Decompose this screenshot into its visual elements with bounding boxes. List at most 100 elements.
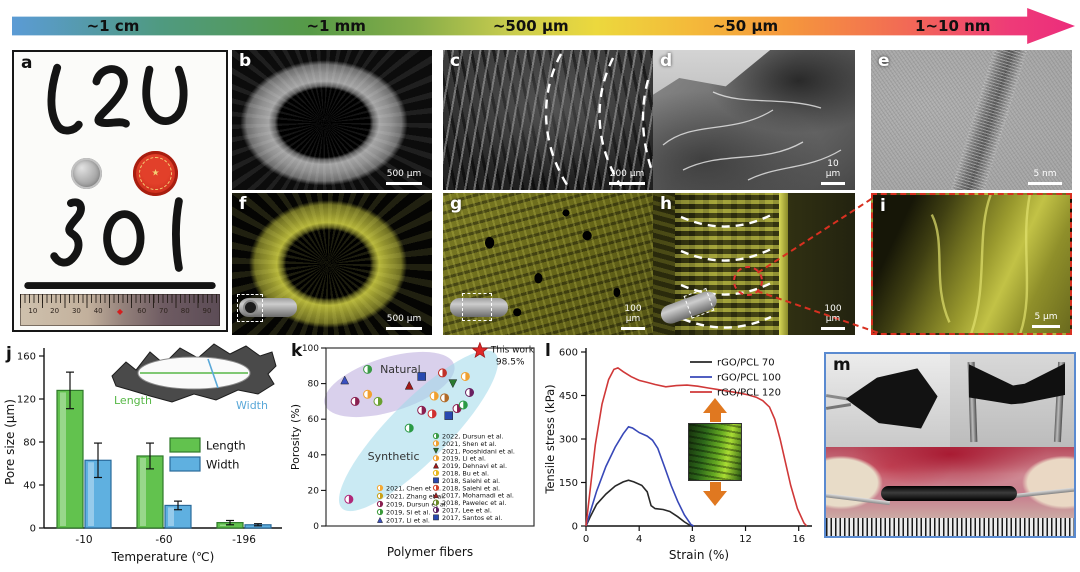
svg-text:2017, Santos et al.: 2017, Santos et al. [442, 514, 502, 522]
pore-size-bar-chart: 0 40 80 120 160 -10 -60 -196 Temperature (℃) Pore… [3, 343, 282, 564]
seal-ring [139, 157, 172, 190]
arrow-up-icon [703, 398, 727, 413]
ruler-number: 90 [202, 307, 212, 315]
panel-l-label: l [545, 341, 551, 361]
svg-text:16: 16 [792, 534, 805, 545]
ruler-number: 70 [159, 307, 168, 315]
tube-opening [243, 300, 258, 315]
svg-text:Length: Length [206, 439, 246, 453]
black-cone-membrane [845, 368, 938, 429]
scale-bar-b: 500 μm [386, 169, 422, 185]
panel-b-label: b [239, 51, 252, 71]
lattice-band [944, 50, 1031, 190]
svg-text:0: 0 [583, 534, 589, 545]
svg-text:rGO/PCL 70: rGO/PCL 70 [717, 358, 775, 369]
panel-a-photo: a ★ 10 20 30 40 ◆ 60 70 80 90 [12, 50, 228, 332]
svg-text:450: 450 [559, 391, 578, 402]
arrow-down-icon [703, 491, 727, 506]
dashed-ridge-lines [544, 53, 653, 189]
scale-label-1cm: ~1 cm [86, 17, 140, 35]
svg-text:12: 12 [739, 534, 752, 545]
scale-bar-i: 5 μm [1032, 312, 1060, 328]
svg-text:80: 80 [23, 438, 36, 449]
svg-text:Polymer fibers: Polymer fibers [387, 545, 473, 559]
tweezers-arm [826, 403, 851, 410]
scale-bar-c: 200 μm [609, 169, 645, 185]
fiber-ring-texture [232, 50, 432, 190]
tube-cylinder [450, 298, 508, 317]
svg-text:0: 0 [572, 522, 578, 533]
scale-label-500um: ~500 μm [492, 17, 569, 35]
scale-bar-d: 10 μm [821, 159, 845, 185]
length-scale-arrow: ~1 cm ~1 mm ~500 μm ~50 μm 1~10 nm [12, 8, 1075, 44]
svg-text:100: 100 [302, 344, 319, 354]
svg-text:2019, Si et al.: 2019, Si et al. [386, 509, 430, 517]
arrow-up-stem [709, 413, 721, 422]
svg-text:2017, Lee et al.: 2017, Lee et al. [442, 507, 492, 515]
svg-text:Tensile stress (kPa): Tensile stress (kPa) [543, 384, 557, 494]
svg-text:Width: Width [206, 458, 239, 472]
sheet-ridges [930, 195, 1032, 333]
panel-i-label: i [880, 196, 886, 216]
panel-a-label: a [21, 53, 33, 73]
svg-text:40: 40 [308, 451, 320, 461]
svg-text:Temperature (℃): Temperature (℃) [111, 550, 215, 564]
svg-text:40: 40 [23, 481, 36, 492]
svg-text:20: 20 [308, 486, 320, 496]
svg-text:300: 300 [559, 435, 578, 446]
svg-text:0: 0 [313, 522, 319, 532]
tensile-stress-line-chart: 0 150 300 450 600 0 4 8 12 16 rGO/PCL 70 rGO/PCL 10… [543, 348, 812, 562]
svg-text:Strain (%): Strain (%) [669, 548, 729, 562]
panel-h-sem-inner-wall: h 100 μm [653, 193, 855, 335]
implanted-black-tube [880, 486, 1017, 502]
svg-text:Porosity (%): Porosity (%) [289, 404, 302, 470]
ruler: 10 20 30 40 ◆ 60 70 80 90 [20, 294, 220, 326]
svg-text:60: 60 [308, 415, 320, 425]
svg-text:2018, Pawelec et al.: 2018, Pawelec et al. [442, 499, 506, 507]
tube-schematic-inset [450, 293, 508, 323]
ruler-number: 60 [137, 307, 147, 315]
zoom-region-circle [733, 266, 763, 296]
svg-text:Pore size (μm): Pore size (μm) [3, 399, 17, 485]
scale-label-1mm: ~1 mm [306, 17, 366, 35]
ruler-number: ◆ [116, 307, 124, 316]
svg-text:Synthetic: Synthetic [368, 450, 420, 463]
dashed-highlight-box [462, 293, 492, 321]
svg-text:2018, Bu et al.: 2018, Bu et al. [442, 470, 489, 478]
stretch-direction-inset [688, 398, 742, 506]
panel-b-sem-fiber-cross-section: b 500 μm [232, 50, 432, 190]
panel-g-sem-outer-surface: g 100 μm [443, 193, 655, 335]
dashed-highlight-box [237, 294, 263, 322]
svg-text:98.5%: 98.5% [496, 358, 525, 368]
scale-bar-g: 100 μm [621, 304, 645, 330]
panel-k-label: k [291, 341, 303, 361]
fiber-letters [24, 63, 216, 290]
seal-emblem: ★ [151, 168, 160, 178]
fiber-ring [232, 50, 432, 190]
wall-right [788, 193, 855, 335]
svg-text:-10: -10 [75, 534, 92, 546]
ruler-number: 80 [180, 307, 190, 315]
svg-text:0: 0 [30, 524, 36, 535]
ruler-number: 10 [28, 307, 38, 315]
ruler-number: 20 [50, 307, 60, 315]
svg-text:rGO/PCL 120: rGO/PCL 120 [717, 388, 781, 399]
black-film [968, 363, 1066, 405]
svg-text:2022, Dursun et al.: 2022, Dursun et al. [442, 433, 504, 441]
arrow-down-stem [709, 482, 721, 491]
panel-m-photos: m [824, 352, 1076, 538]
svg-text:2021, Chen et al.: 2021, Chen et al. [386, 485, 441, 493]
panel-i-sem-magnified-sheet: i 5 μm [871, 193, 1072, 335]
svg-text:2018, Salehi et al.: 2018, Salehi et al. [442, 477, 500, 485]
svg-text:This work: This work [490, 346, 535, 356]
panel-d-label: d [660, 51, 673, 71]
ruler-major-ticks [20, 294, 220, 308]
bright-edge [779, 193, 788, 335]
stretched-film-photo [950, 354, 1074, 447]
panel-e-label: e [878, 51, 890, 71]
svg-text:8: 8 [689, 534, 695, 545]
svg-text:2017, Mohamadi et al.: 2017, Mohamadi et al. [442, 492, 514, 500]
svg-text:2021, Shen et al.: 2021, Shen et al. [442, 440, 497, 448]
ruler-number: 30 [71, 307, 81, 315]
